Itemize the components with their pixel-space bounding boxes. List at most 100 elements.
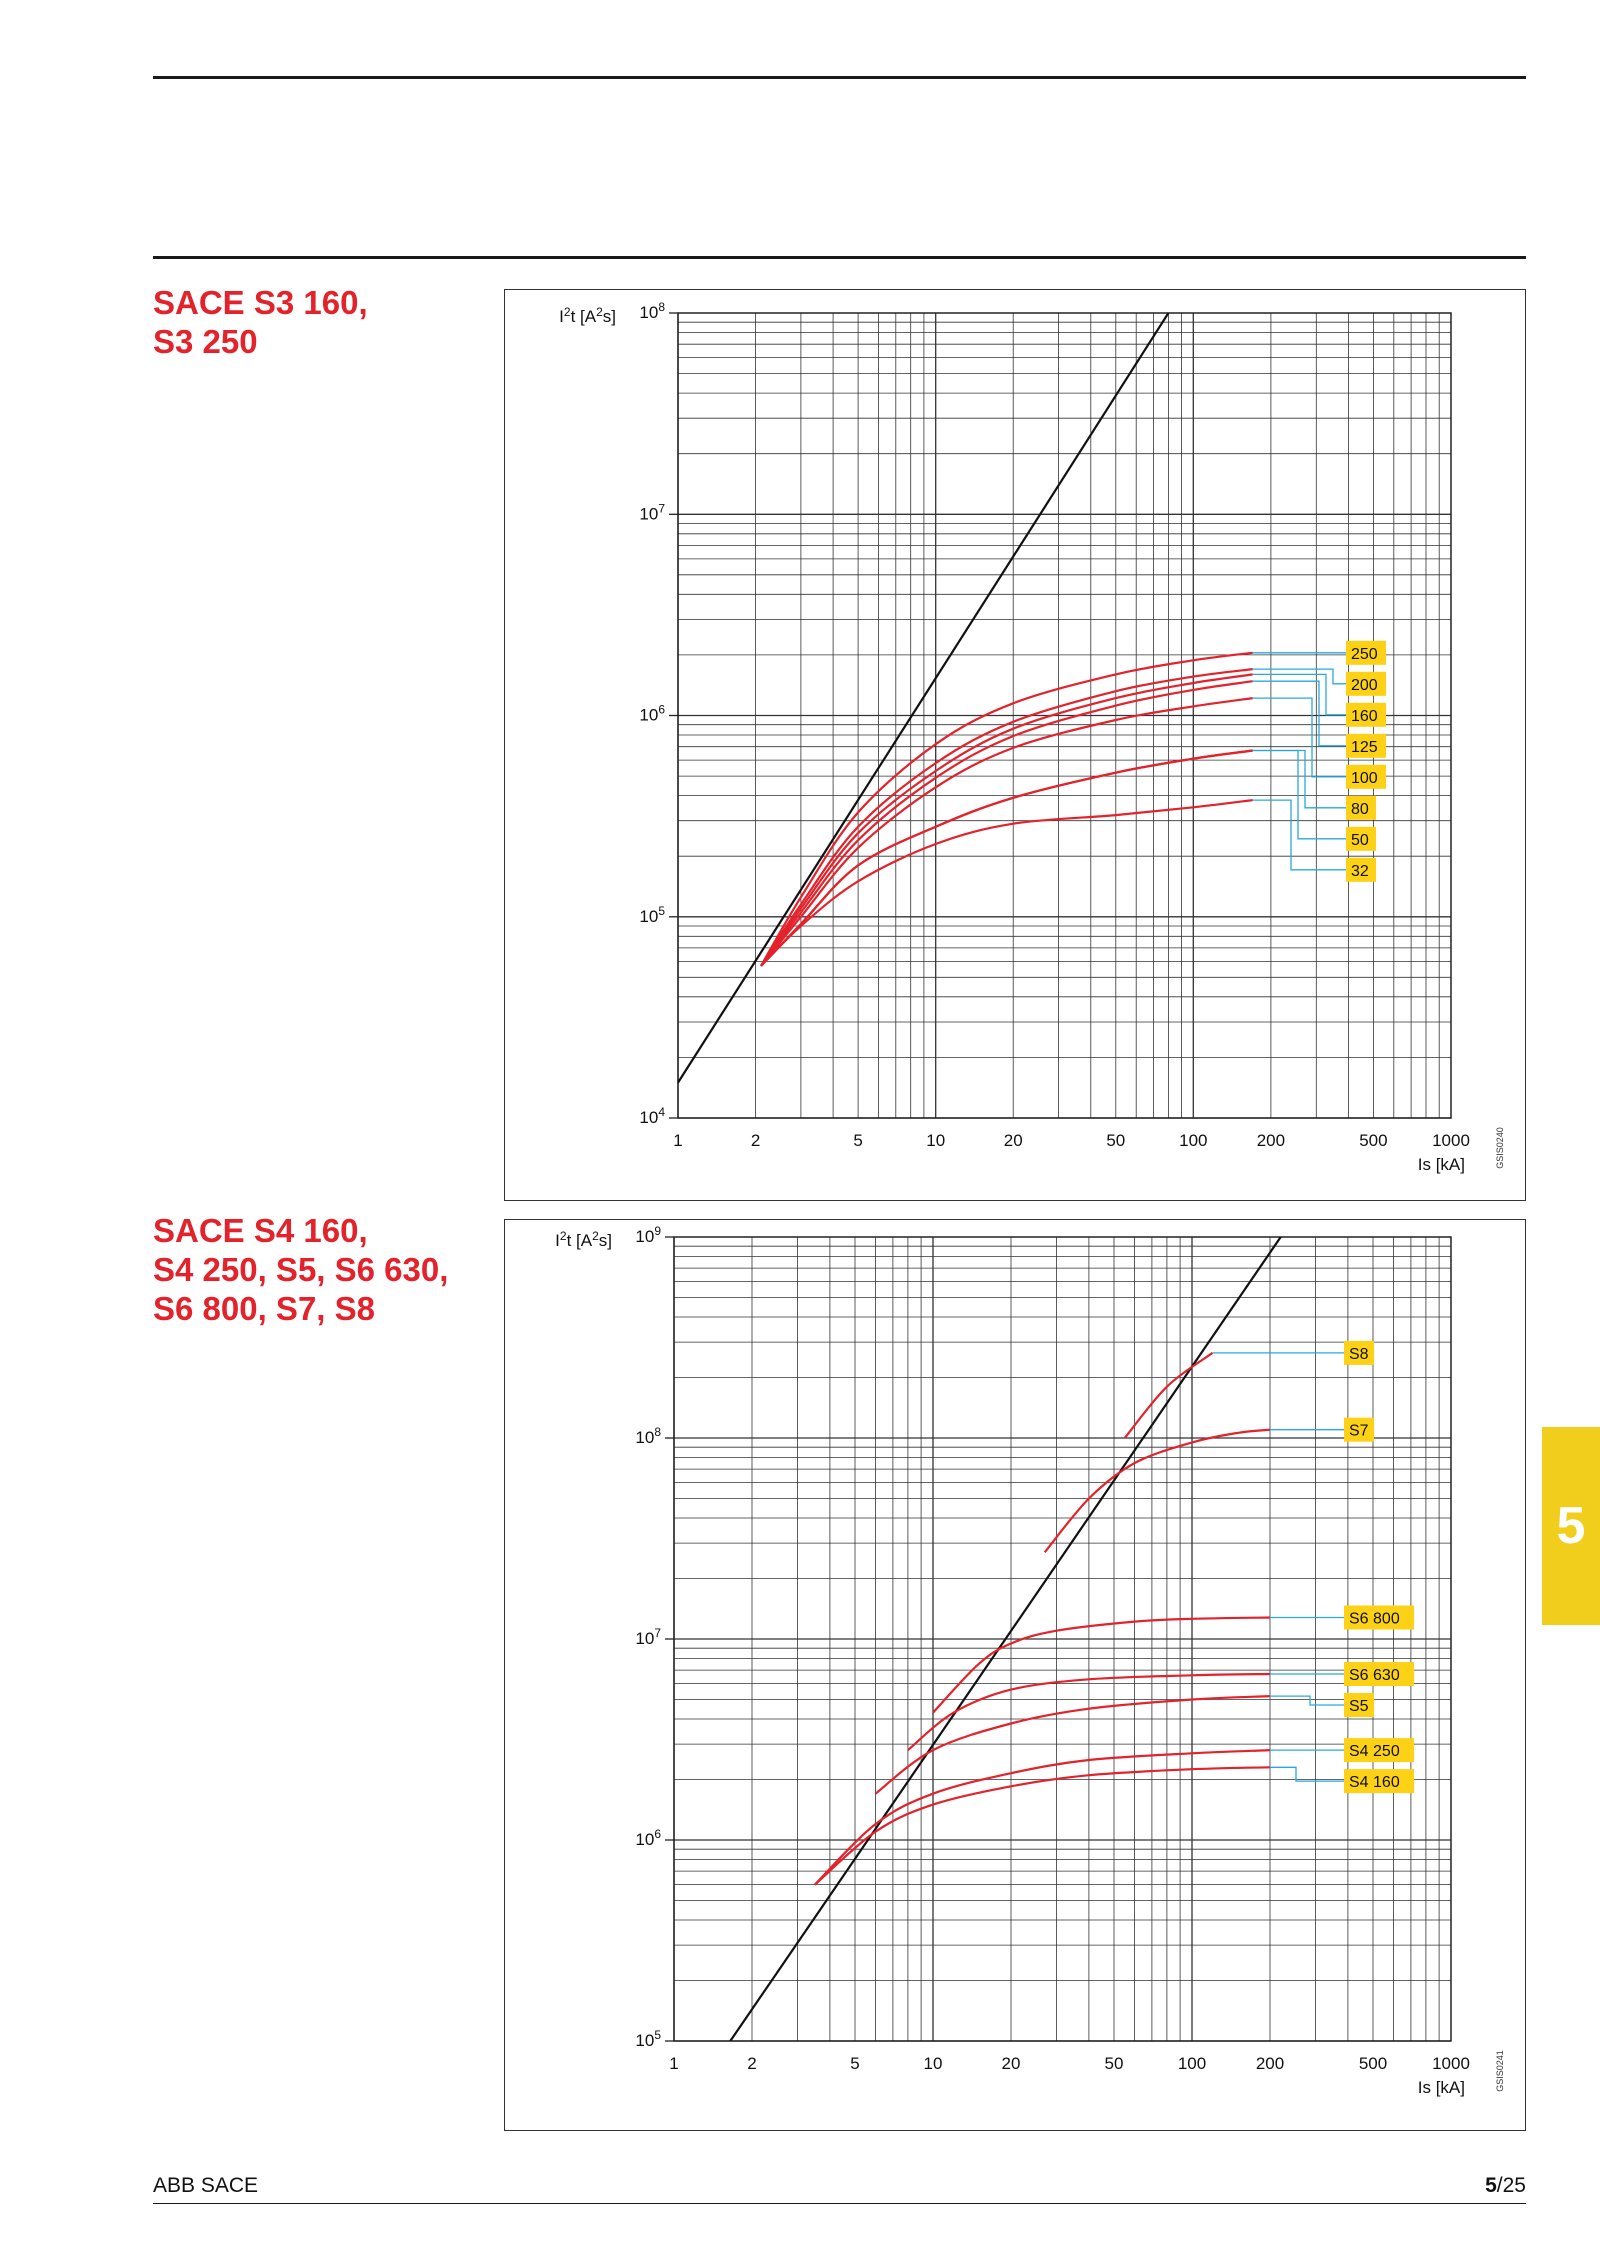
chart1-label-box	[1346, 857, 1376, 882]
chart1-series-100	[760, 697, 1253, 967]
chart2-label-box	[1344, 1769, 1414, 1794]
chart1-y-axis-title: I2t [A2s]	[559, 305, 616, 326]
chart2-series-label: S8	[1349, 1346, 1369, 1363]
chart2-heading: SACE S4 160, S4 250, S5, S6 630, S6 800,…	[153, 1211, 448, 1328]
chart2-label-box	[1344, 1693, 1374, 1717]
footer-company: ABB SACE	[153, 2174, 259, 2197]
footer-page-current: 5	[1485, 2174, 1497, 2197]
chart1-series-label: 32	[1351, 863, 1369, 880]
chart2-y-tick-label: 106	[635, 1827, 661, 1849]
chart1-heading-line: SACE S3 160,	[153, 284, 368, 321]
chart2-series-label: S4 160	[1349, 1774, 1400, 1791]
chart2-x-tick-label: 100	[1178, 2054, 1206, 2073]
chart1-y-tick-label: 106	[639, 703, 665, 725]
chart1-series-32	[760, 799, 1253, 967]
footer-page-number: 5/25	[1485, 2174, 1526, 2198]
chart1-x-axis-title: Is [kA]	[1418, 1155, 1465, 1174]
chart2-series-s5	[874, 1695, 1271, 1795]
chart2-series-s8	[1123, 1352, 1214, 1439]
chart1-series-label: 160	[1351, 708, 1378, 725]
chart1-leaders	[1252, 652, 1346, 871]
chart1-heading: SACE S3 160, S3 250	[153, 283, 368, 361]
chart1-x-tick-label: 200	[1257, 1131, 1285, 1150]
chart1-series-160	[760, 673, 1253, 967]
chart2-x-tick-label: 5	[850, 2054, 859, 2073]
chart2-y-tick-label: 108	[635, 1425, 661, 1447]
chart1-series-125	[760, 680, 1253, 967]
chart1-series-250	[760, 651, 1253, 967]
chart1-label-box	[1346, 702, 1386, 727]
chart2-plot: 105 106 107 108 109 1 2 5 10 20 50 100 200 500 1000 I2t…	[555, 1224, 1505, 2097]
chart1-leader-80	[1252, 749, 1346, 809]
chart2-series-s6-800	[932, 1616, 1271, 1714]
chart2-series-s4-160	[814, 1766, 1271, 1886]
chart1-heading-line: S3 250	[153, 323, 258, 360]
top-rule	[153, 76, 1526, 79]
chart1-x-tick-label: 20	[1004, 1131, 1023, 1150]
chart1-series-label: 125	[1351, 739, 1378, 756]
chart1-x-tick-label: 1	[673, 1131, 682, 1150]
chart1-label-box	[1346, 764, 1386, 789]
footer-rule	[153, 2203, 1526, 2204]
chart1-frame	[504, 289, 1526, 1201]
chart1-series-50	[760, 749, 1253, 967]
chart2-x-axis-title: Is [kA]	[1418, 2078, 1465, 2097]
chart1-leader-200	[1252, 668, 1346, 685]
chart2-x-tick-label: 200	[1256, 2054, 1284, 2073]
chart2-y-axis-title: I2t [A2s]	[555, 1229, 612, 1250]
chart1-x-tick-label: 10	[926, 1131, 945, 1150]
chart1-x-tick-label: 100	[1179, 1131, 1207, 1150]
chart2-series-label: S6 630	[1349, 1667, 1400, 1684]
chart1-leader-125	[1252, 680, 1346, 747]
chart2-label-box	[1344, 1605, 1414, 1630]
chart1-curves	[760, 651, 1253, 967]
chart1-series-label: 80	[1351, 801, 1369, 818]
chart1-series-200	[760, 668, 1253, 967]
chart2-series-label: S4 250	[1349, 1743, 1400, 1760]
chart1-y-tick-label: 105	[639, 904, 665, 926]
chart1-label-box	[1346, 640, 1386, 665]
chart2-x-tick-label: 500	[1359, 2054, 1387, 2073]
chart1-series-80	[760, 749, 1253, 967]
chart2-series-label: S5	[1349, 1698, 1369, 1715]
footer-page-total: /25	[1496, 2174, 1526, 2197]
chart1-label-box	[1346, 795, 1376, 820]
chart1-leader-32	[1252, 799, 1346, 871]
chart1-series-label: 50	[1351, 832, 1369, 849]
chart2-y-tick-label: 109	[635, 1224, 661, 1246]
section-rule	[153, 256, 1526, 259]
chart1-leader-100	[1252, 697, 1346, 778]
chart2-label-box	[1344, 1662, 1414, 1686]
chart2-series-s6-630	[907, 1672, 1271, 1751]
chart1-series-label: 100	[1351, 770, 1378, 787]
chart2-x-tick-label: 10	[924, 2054, 943, 2073]
chart1-leader-50	[1252, 749, 1346, 840]
chart2-curves	[814, 1352, 1271, 1886]
chart2-figure-code: GSIS0241	[1495, 2050, 1505, 2092]
chart1-grid	[677, 313, 1451, 1119]
chart2-y-tick-label: 107	[635, 1626, 661, 1648]
chart2-leader-s4-160	[1270, 1766, 1344, 1782]
chart1-series-label: 250	[1351, 646, 1378, 663]
chart2-heading-line: S6 800, S7, S8	[153, 1290, 375, 1327]
chart1-y-tick-label: 104	[639, 1105, 665, 1127]
chart1-x-tick-label: 2	[751, 1131, 760, 1150]
chart2-heading-line: S4 250, S5, S6 630,	[153, 1251, 449, 1288]
chart2-series-label: S6 800	[1349, 1611, 1400, 1628]
chart1-reference-line	[678, 313, 1170, 1084]
chart2-label-box	[1344, 1417, 1374, 1442]
chart1-series-label: 200	[1351, 677, 1378, 694]
chart2-leaders	[1212, 1352, 1344, 1782]
chart2-x-tick-label: 1	[669, 2054, 678, 2073]
chart2-x-tick-label: 2	[747, 2054, 756, 2073]
chart2-series-label: S7	[1349, 1423, 1369, 1440]
chart1-leader-160	[1252, 673, 1346, 716]
chart2-x-tick-label: 20	[1002, 2054, 1021, 2073]
chart2-series-s7	[1043, 1428, 1271, 1553]
chart2-x-tick-label: 50	[1105, 2054, 1124, 2073]
chart1-y-tick-label: 107	[639, 501, 665, 523]
chart1-label-box	[1346, 733, 1386, 758]
chart2-y-tick-label: 105	[635, 2028, 661, 2050]
chart1-x-tick-label: 1000	[1432, 1131, 1470, 1150]
